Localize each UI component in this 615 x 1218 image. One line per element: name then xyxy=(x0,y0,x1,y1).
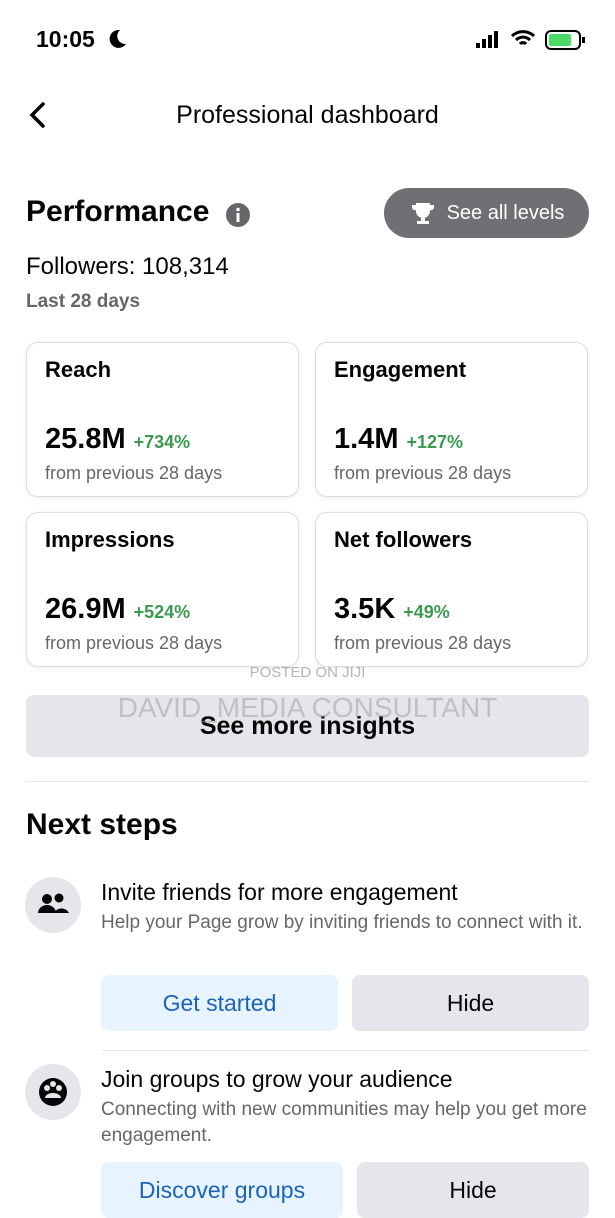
button-label: Discover groups xyxy=(138,1176,306,1203)
metric-card[interactable]: Reach 25.8M +734% from previous 28 days xyxy=(26,342,299,497)
followers-count: Followers: 108,314 xyxy=(26,253,229,280)
see-more-insights-button[interactable]: See more insights xyxy=(26,695,589,757)
status-time: 10:05 xyxy=(36,26,95,52)
step-title: Join groups to grow your audience xyxy=(101,1066,453,1092)
see-all-levels-button[interactable]: See all levels xyxy=(384,188,589,238)
step-icon xyxy=(25,877,81,933)
section-title: Next steps xyxy=(26,808,178,841)
icon-graphic xyxy=(39,1078,67,1106)
page-title: Professional dashboard xyxy=(176,101,439,129)
step-description: Help your Page grow by inviting friends … xyxy=(101,912,583,933)
button-label: Hide xyxy=(446,989,495,1016)
metric-change: +49% xyxy=(403,602,450,622)
metric-label: Impressions xyxy=(45,527,175,552)
metric-card[interactable]: Impressions 26.9M +524% from previous 28 da… xyxy=(26,512,299,667)
metric-value-row: 3.5K +49% xyxy=(334,593,450,626)
metric-label: Engagement xyxy=(334,357,467,382)
metric-comparison: from previous 28 days xyxy=(45,633,223,653)
metric-card[interactable]: Engagement 1.4M +127% from previous 28 days xyxy=(315,342,588,497)
icon-graphic xyxy=(38,893,69,913)
metric-card[interactable]: Net followers 3.5K +49% from previous 28 da… xyxy=(315,512,588,667)
metric-comparison: from previous 28 days xyxy=(334,633,512,653)
moon-icon xyxy=(109,29,126,48)
metric-value: 25.8M xyxy=(45,423,126,455)
primary-button[interactable]: Get started xyxy=(101,975,338,1031)
divider xyxy=(101,1050,589,1051)
metric-comparison: from previous 28 days xyxy=(45,463,223,483)
metric-value-row: 26.9M +524% xyxy=(45,593,190,626)
section-title: Performance xyxy=(26,195,210,228)
metric-label: Net followers xyxy=(334,527,473,552)
back-button[interactable] xyxy=(26,101,48,129)
metric-value: 1.4M xyxy=(334,423,399,455)
metric-value-row: 1.4M +127% xyxy=(334,423,463,456)
metric-change: +127% xyxy=(406,432,464,452)
step-description: Connecting with new communities may help… xyxy=(101,1099,587,1146)
metric-label: Reach xyxy=(45,357,112,382)
info-icon[interactable] xyxy=(225,202,251,228)
watermark: DAVID_MEDIA CONSULTANT xyxy=(117,692,498,723)
metric-change: +734% xyxy=(133,432,191,452)
metric-change: +524% xyxy=(133,602,191,622)
hide-button[interactable]: Hide xyxy=(357,1162,589,1218)
period-label: Last 28 days xyxy=(26,291,141,312)
button-label: See more insights xyxy=(199,711,416,740)
step-title: Invite friends for more engagement xyxy=(101,879,458,905)
button-label: See all levels xyxy=(446,201,565,224)
metric-value-row: 25.8M +734% xyxy=(45,423,190,456)
primary-button[interactable]: Discover groups xyxy=(101,1162,343,1218)
hide-button[interactable]: Hide xyxy=(352,975,589,1031)
trophy-icon xyxy=(411,203,434,224)
status-icons xyxy=(476,30,585,50)
step-icon xyxy=(25,1064,81,1120)
metric-comparison: from previous 28 days xyxy=(334,463,512,483)
button-label: Get started xyxy=(162,989,277,1016)
button-label: Hide xyxy=(449,1176,497,1203)
divider xyxy=(26,781,589,782)
metric-value: 3.5K xyxy=(334,593,396,625)
metric-value: 26.9M xyxy=(45,593,126,625)
watermark: POSTED ON JIJI xyxy=(249,664,366,681)
